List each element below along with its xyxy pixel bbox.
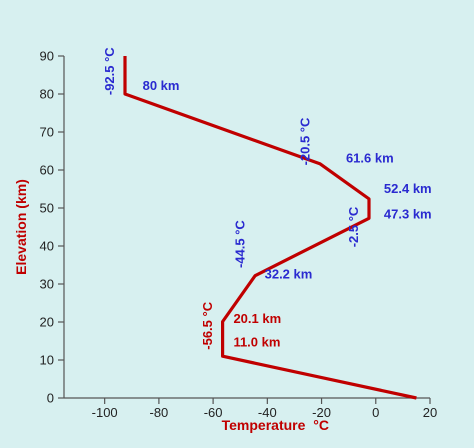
x-tick-label: -100: [92, 405, 118, 420]
y-tick-label: 90: [40, 49, 54, 64]
annotation-label: -20.5 °C: [297, 117, 312, 165]
annotation-label: -2.5 °C: [346, 206, 361, 247]
y-tick-label: 60: [40, 163, 54, 178]
y-tick-label: 20: [40, 315, 54, 330]
annotation-label: -56.5 °C: [200, 301, 215, 349]
y-tick-label: 70: [40, 125, 54, 140]
y-tick-label: 40: [40, 239, 54, 254]
y-tick-label: 30: [40, 277, 54, 292]
annotation-label: 52.4 km: [384, 181, 432, 196]
series-line-0: [123, 56, 417, 400]
y-axis-title: Elevation (km): [13, 179, 29, 275]
annotation-label: 61.6 km: [346, 150, 394, 165]
annotations: 80 km -92.5 °C -20.5 °C 61.6 km 52.4 km -2.5 …: [102, 47, 431, 350]
x-tick-label: -20: [312, 405, 331, 420]
annotation-label: -44.5 °C: [232, 220, 247, 268]
x-tick-label: -80: [149, 405, 168, 420]
annotation-label: 80 km: [143, 78, 180, 93]
y-tick-label: 0: [47, 391, 54, 406]
y-tick-label: 50: [40, 201, 54, 216]
x-tick-label: 20: [423, 405, 437, 420]
ticks: -100 -80 -60 -40 -20 0 20 0 10 20 30 40 50 60 70 80 90: [40, 49, 438, 421]
x-tick-label: -60: [204, 405, 223, 420]
axis-titles: Elevation (km) Temperature °C: [13, 179, 329, 433]
y-tick-label: 10: [40, 353, 54, 368]
series-layer: [123, 56, 417, 400]
x-axis-title: Temperature °C: [222, 417, 329, 433]
x-tick-label: 0: [372, 405, 379, 420]
x-tick-label: -40: [258, 405, 277, 420]
annotation-label: -92.5 °C: [102, 47, 117, 95]
annotation-label: 47.3 km: [384, 207, 432, 222]
y-tick-label: 80: [40, 87, 54, 102]
annotation-label: 20.1 km: [233, 311, 281, 326]
axes: [63, 56, 430, 399]
annotation-label: 32.2 km: [265, 266, 313, 281]
x-axis-title-unit: °C: [313, 417, 329, 433]
x-axis-title-text: Temperature: [222, 417, 306, 433]
annotation-label: 11.0 km: [233, 335, 280, 350]
